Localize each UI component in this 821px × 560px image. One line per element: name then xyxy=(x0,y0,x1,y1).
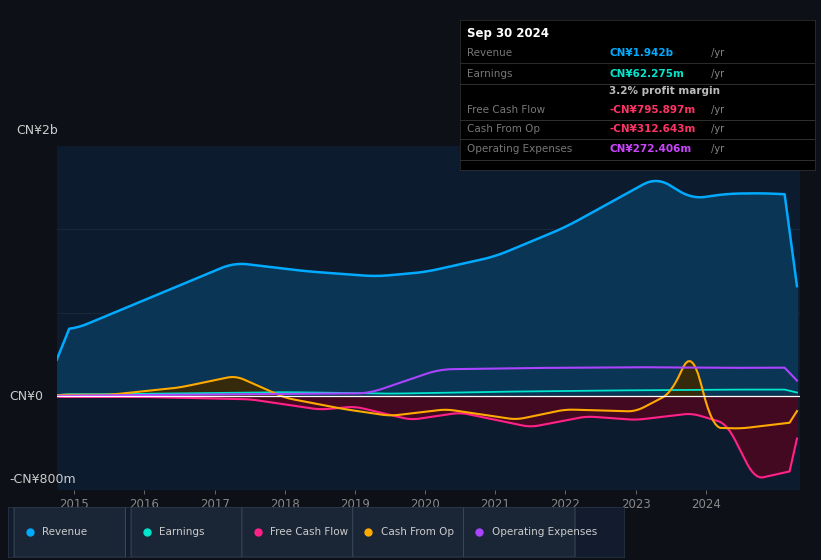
Text: Free Cash Flow: Free Cash Flow xyxy=(467,105,545,115)
Text: /yr: /yr xyxy=(709,105,725,115)
Text: Operating Expenses: Operating Expenses xyxy=(467,144,572,154)
FancyBboxPatch shape xyxy=(242,507,353,557)
FancyBboxPatch shape xyxy=(353,507,464,557)
Text: /yr: /yr xyxy=(709,48,725,58)
Text: Free Cash Flow: Free Cash Flow xyxy=(270,527,348,537)
FancyBboxPatch shape xyxy=(131,507,242,557)
Text: -CN¥795.897m: -CN¥795.897m xyxy=(609,105,695,115)
FancyBboxPatch shape xyxy=(14,507,126,557)
Text: /yr: /yr xyxy=(709,144,725,154)
Text: Revenue: Revenue xyxy=(42,527,87,537)
Text: Revenue: Revenue xyxy=(467,48,512,58)
Text: 3.2% profit margin: 3.2% profit margin xyxy=(609,86,720,96)
FancyBboxPatch shape xyxy=(464,507,575,557)
Text: CN¥0: CN¥0 xyxy=(9,390,44,403)
Text: CN¥2b: CN¥2b xyxy=(16,124,58,137)
Text: /yr: /yr xyxy=(709,124,725,134)
Text: Earnings: Earnings xyxy=(467,69,512,79)
Text: -CN¥312.643m: -CN¥312.643m xyxy=(609,124,695,134)
Text: Cash From Op: Cash From Op xyxy=(467,124,540,134)
Text: -CN¥800m: -CN¥800m xyxy=(9,473,76,486)
Text: CN¥1.942b: CN¥1.942b xyxy=(609,48,673,58)
Text: CN¥272.406m: CN¥272.406m xyxy=(609,144,691,154)
Text: Earnings: Earnings xyxy=(159,527,204,537)
Text: CN¥62.275m: CN¥62.275m xyxy=(609,69,684,79)
Text: Operating Expenses: Operating Expenses xyxy=(492,527,597,537)
Text: /yr: /yr xyxy=(709,69,725,79)
Text: Cash From Op: Cash From Op xyxy=(381,527,454,537)
Text: Sep 30 2024: Sep 30 2024 xyxy=(467,27,549,40)
